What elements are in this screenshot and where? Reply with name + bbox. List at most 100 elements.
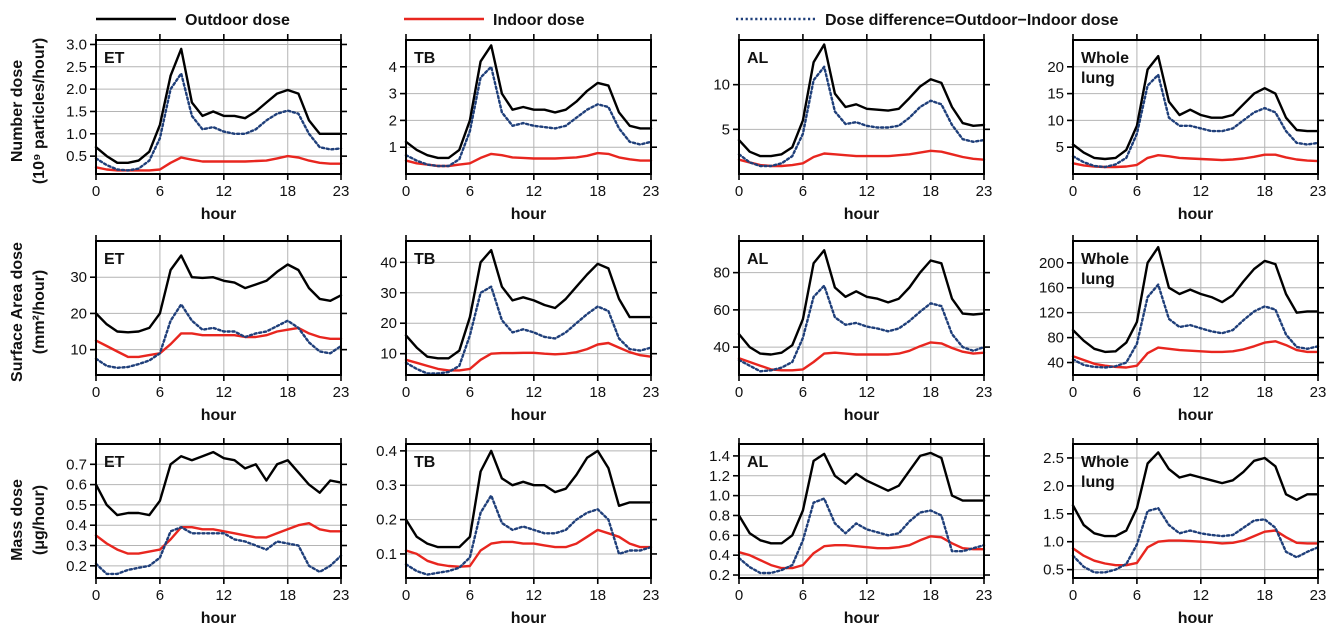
- series-line-0: [94, 47, 343, 165]
- x-tick-label: 12: [858, 384, 875, 401]
- y-tick-label: 20: [70, 305, 87, 322]
- y-tick-label: 0.2: [709, 567, 730, 584]
- y-tick-label: 0.8: [709, 507, 730, 524]
- series-line-2: [94, 303, 343, 369]
- series-line-1: [404, 341, 653, 372]
- x-tick-label: 23: [976, 587, 993, 604]
- y-tick-label: 40: [1047, 355, 1064, 372]
- y-tick-label: 2.0: [66, 81, 87, 98]
- series-line-2: [737, 497, 986, 575]
- x-axis-label: hour: [844, 206, 880, 223]
- x-axis-label: hour: [1178, 407, 1214, 424]
- series-line-1: [94, 154, 343, 172]
- panel-r1-c2: 0 6 12 18 23 40 60 80 AL hour: [713, 235, 992, 424]
- x-tick-label: 18: [279, 587, 296, 604]
- plot-frame: [95, 443, 342, 579]
- plot-frame: [405, 443, 652, 579]
- x-tick-label: 23: [643, 183, 660, 200]
- x-tick-label: 0: [735, 384, 743, 401]
- row-label-2-1: (μg/hour): [31, 485, 48, 555]
- y-tick-label: 1.5: [1043, 506, 1064, 523]
- x-tick-label: 18: [589, 587, 606, 604]
- x-tick-label: 23: [643, 384, 660, 401]
- legend-label-2: Dose difference=Outdoor−Indoor dose: [825, 12, 1118, 29]
- y-tick-label: 0.2: [66, 558, 87, 575]
- x-axis-label: hour: [844, 407, 880, 424]
- x-tick-label: 23: [976, 384, 993, 401]
- y-tick-label: 10: [713, 77, 730, 94]
- series-line-0: [404, 44, 653, 160]
- y-tick-label: 1.0: [1043, 534, 1064, 551]
- x-tick-label: 23: [1310, 384, 1327, 401]
- series-line-0: [1071, 245, 1320, 354]
- series-line-0: [94, 254, 343, 334]
- x-tick-label: 18: [1256, 384, 1273, 401]
- x-tick-label: 6: [466, 183, 474, 200]
- series-line-0: [737, 43, 986, 158]
- series-line-1: [1071, 340, 1320, 369]
- x-tick-label: 0: [735, 183, 743, 200]
- row-label-2-0: Mass dose: [9, 479, 26, 561]
- panel-title: ET: [104, 454, 125, 471]
- series-line-0: [404, 449, 653, 549]
- x-tick-label: 12: [858, 183, 875, 200]
- x-tick-label: 0: [1069, 587, 1077, 604]
- plot-frame: [405, 39, 652, 175]
- y-tick-label: 0.5: [66, 148, 87, 165]
- x-tick-label: 18: [922, 384, 939, 401]
- series-line-2: [404, 285, 653, 375]
- x-tick-label: 18: [922, 587, 939, 604]
- x-axis-label: hour: [201, 407, 237, 424]
- x-axis-label: hour: [844, 610, 880, 627]
- plot-frame: [738, 39, 985, 175]
- y-tick-label: 3: [389, 86, 397, 103]
- y-tick-label: 30: [70, 269, 87, 286]
- series-line-1: [404, 528, 653, 568]
- x-tick-label: 18: [279, 384, 296, 401]
- panel-title: ET: [104, 50, 125, 67]
- series-line-2: [1071, 507, 1320, 574]
- panel-title: Whole lung: [1081, 251, 1129, 288]
- y-tick-label: 20: [1047, 59, 1064, 76]
- panel-title: AL: [747, 454, 769, 471]
- x-axis-label: hour: [511, 610, 547, 627]
- x-tick-label: 6: [1133, 183, 1141, 200]
- y-tick-label: 10: [380, 346, 397, 363]
- panel-title: TB: [414, 50, 435, 67]
- y-tick-label: 1.4: [709, 448, 730, 465]
- x-tick-label: 12: [858, 587, 875, 604]
- y-tick-label: 160: [1039, 280, 1064, 297]
- x-tick-label: 0: [402, 384, 410, 401]
- x-tick-label: 18: [589, 384, 606, 401]
- panel-r1-c1: 0 6 12 18 23 10 20 30 40 TB hour: [380, 235, 659, 424]
- y-tick-label: 1.0: [709, 488, 730, 505]
- y-tick-label: 30: [380, 285, 397, 302]
- x-tick-label: 18: [1256, 587, 1273, 604]
- y-tick-label: 0.5: [66, 497, 87, 514]
- panel-r1-c0: 0 6 12 18 23 10 20 30 ET hour: [70, 235, 349, 424]
- panel-r0-c0: 0 6 12 18 23 0.5 1.0 1.5 2.0 2.5 3.0 ET hour: [66, 34, 349, 223]
- x-tick-label: 23: [976, 183, 993, 200]
- y-tick-label: 1.0: [66, 126, 87, 143]
- panel-r1-c3: 0 6 12 18 23 40 80 120 160 200 Whole lung hour: [1039, 235, 1326, 424]
- x-tick-label: 18: [1256, 183, 1273, 200]
- x-tick-label: 0: [402, 183, 410, 200]
- row-label-1-1: (mm²/hour): [31, 270, 48, 354]
- y-tick-label: 40: [713, 339, 730, 356]
- y-tick-label: 2.0: [1043, 478, 1064, 495]
- y-tick-label: 200: [1039, 255, 1064, 272]
- series-line-2: [737, 284, 986, 373]
- x-tick-label: 6: [466, 384, 474, 401]
- x-tick-label: 23: [643, 587, 660, 604]
- y-tick-label: 40: [380, 254, 397, 271]
- series-line-1: [1071, 153, 1320, 169]
- y-tick-label: 2.5: [1043, 450, 1064, 467]
- panel-title: AL: [747, 251, 769, 268]
- x-axis-label: hour: [511, 407, 547, 424]
- series-line-1: [94, 522, 343, 555]
- x-tick-label: 12: [1192, 587, 1209, 604]
- series-line-2: [1071, 73, 1320, 169]
- y-tick-label: 0.3: [376, 477, 397, 494]
- y-tick-label: 1.5: [66, 103, 87, 120]
